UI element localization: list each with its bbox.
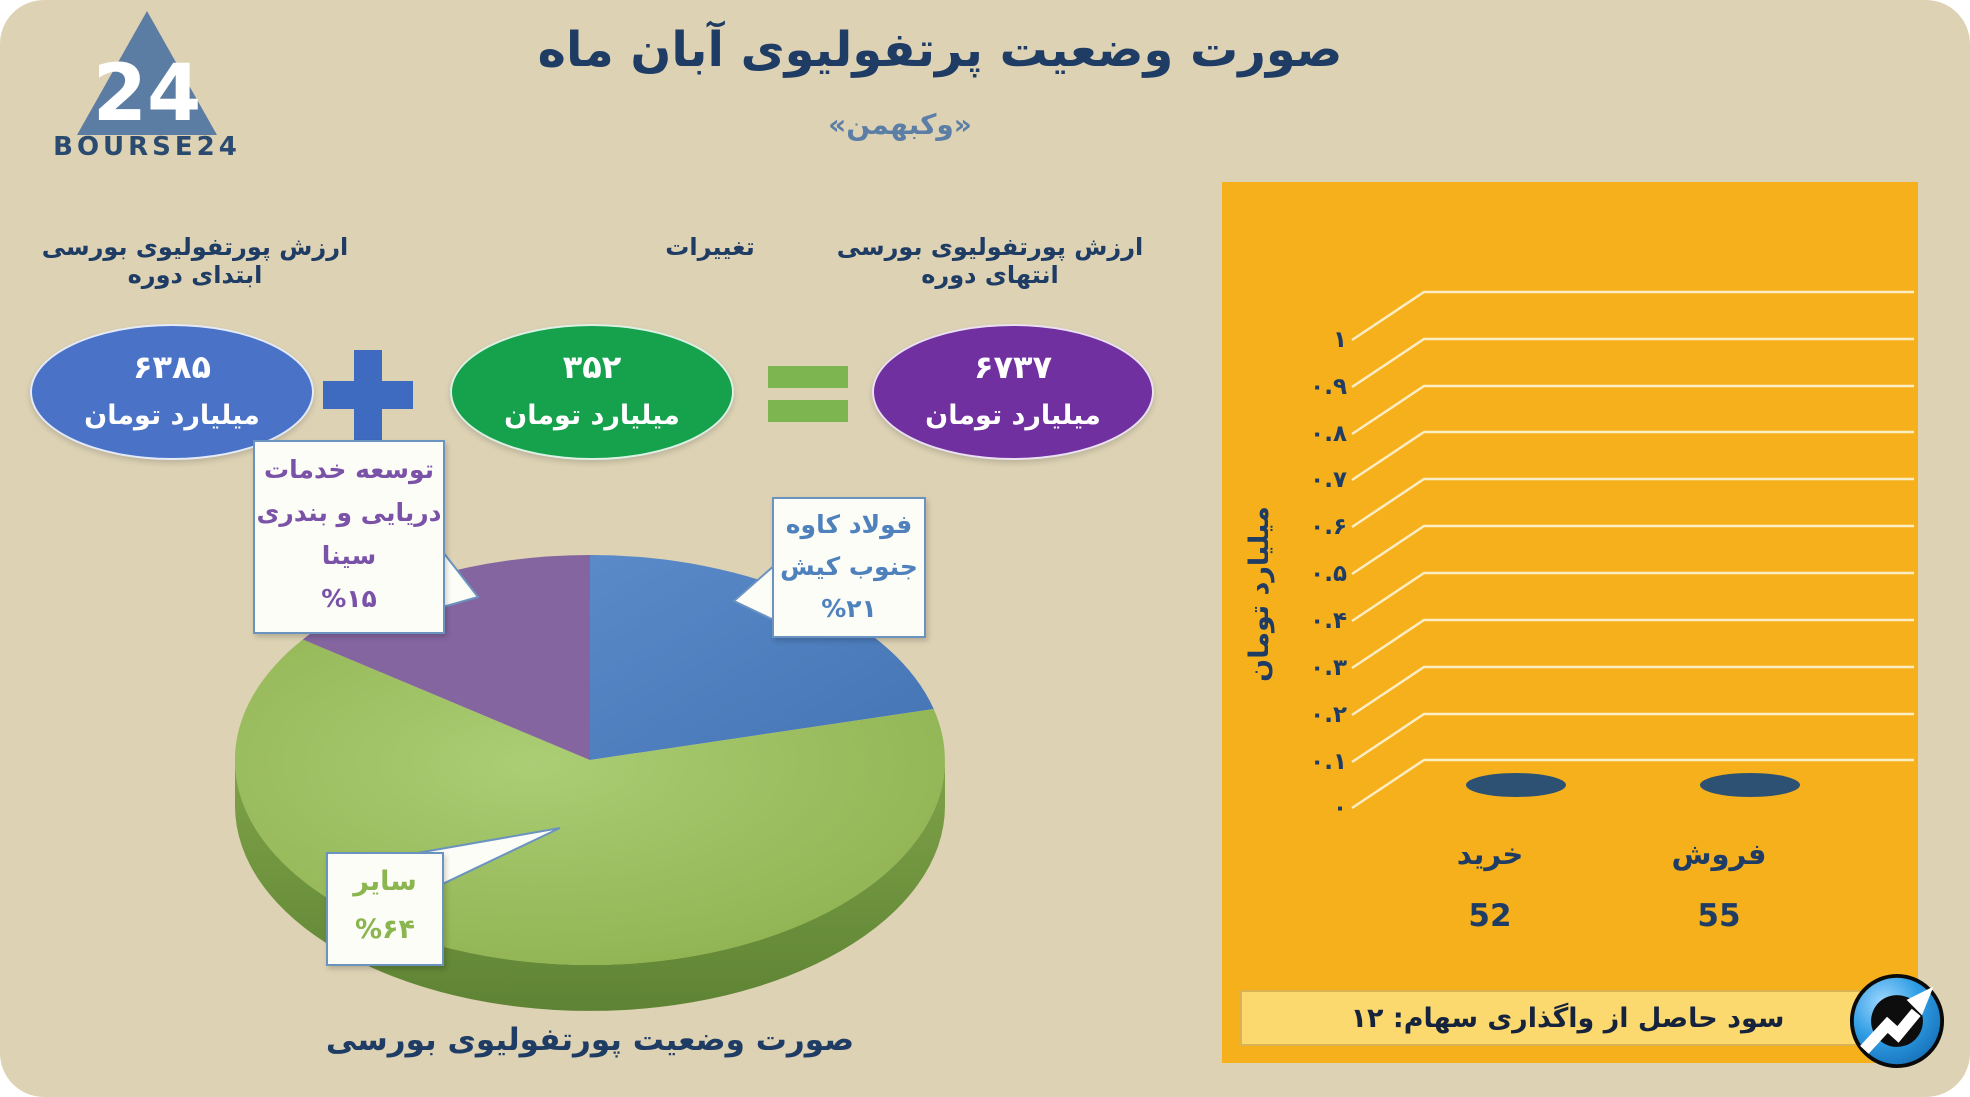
bourse24-logo: 24 <box>52 8 242 158</box>
y-tick: ۰.۶ <box>1310 514 1347 540</box>
y-tick: ۰.۳ <box>1310 655 1347 681</box>
other-pct: %۶۴ <box>354 914 415 945</box>
start-value: ۶۳۸۵ <box>132 348 212 386</box>
steel-pct: %۲۱ <box>821 594 877 623</box>
sina-line1: توسعه خدمات <box>263 455 435 484</box>
divestment-profit-bar: سود حاصل از واگذاری سهام: ۱۲ <box>1240 990 1895 1046</box>
end-value-oval: ۶۷۳۷ میلیارد تومان <box>872 324 1154 460</box>
column-header-change: تغییرات <box>665 233 755 261</box>
bourse24-badge-icon <box>1849 973 1945 1069</box>
logo-number: 24 <box>93 49 202 138</box>
pie-caption: صورت وضعیت پورتفولیوی بورسی <box>325 1022 855 1058</box>
steel-line2: جنوب کیش <box>780 552 918 581</box>
change-unit: میلیارد تومان <box>504 400 680 431</box>
y-tick: ۰ <box>1332 795 1347 821</box>
y-tick: ۱ <box>1332 327 1347 353</box>
change-value-oval: ۳۵۲ میلیارد تومان <box>450 324 734 460</box>
sina-line3: سینا <box>321 541 377 570</box>
callout-tails <box>397 535 777 890</box>
ticker-subtitle: «وکبهمن» <box>828 108 972 141</box>
y-tick: ۰.۲ <box>1310 702 1347 728</box>
column-header-end: ارزش پورتفولیوی بورسی انتهای دوره <box>836 233 1144 289</box>
end-unit: میلیارد تومان <box>925 400 1101 431</box>
y-tick: ۰.۱ <box>1310 749 1347 775</box>
sina-callout: توسعه خدمات دریایی و بندری سینا %۱۵ <box>253 440 445 634</box>
trade-chart-panel: میلیارد تومان ۱ ۰.۹ ۰.۸ ۰.۷ ۰.۶ ۰.۵ ۰.۴ … <box>1222 182 1918 1063</box>
y-tick: ۰.۴ <box>1310 608 1347 634</box>
sell-category-label: فروش <box>1671 837 1767 871</box>
page-title: صورت وضعیت پرتفولیوی آبان ماه <box>537 22 1343 78</box>
steel-callout: فولاد کاوه جنوب کیش %۲۱ <box>772 497 926 638</box>
y-tick: ۰.۸ <box>1310 421 1347 447</box>
equals-icon-top <box>768 366 848 388</box>
start-unit: میلیارد تومان <box>84 400 260 431</box>
steel-callout-tail <box>732 561 777 623</box>
buy-category-label: خرید <box>1456 837 1524 871</box>
trade-chart-gridlines <box>1351 290 1914 810</box>
buy-value: 52 <box>1468 898 1512 934</box>
sina-line2: دریایی و بندری <box>256 498 442 527</box>
sina-pct: %۱۵ <box>321 584 377 613</box>
equals-icon-bottom <box>768 400 848 422</box>
bourse24-triangle-icon: 24 <box>77 11 217 139</box>
plus-icon-bar <box>323 381 413 409</box>
change-value: ۳۵۲ <box>562 348 622 386</box>
sell-value: 55 <box>1697 898 1741 934</box>
pie-slice-steel <box>590 555 934 760</box>
sell-bar-disc <box>1700 773 1800 797</box>
logo-wordmark: BOURSE24 <box>53 132 241 162</box>
y-tick: ۰.۵ <box>1310 561 1347 587</box>
steel-line1: فولاد کاوه <box>785 510 913 539</box>
buy-bar-disc <box>1466 773 1566 797</box>
other-callout: سایر %۶۴ <box>326 852 444 966</box>
y-tick: ۰.۷ <box>1310 467 1347 493</box>
start-value-oval: ۶۳۸۵ میلیارد تومان <box>30 324 314 460</box>
y-tick: ۰.۹ <box>1310 374 1347 400</box>
end-value: ۶۷۳۷ <box>973 348 1053 386</box>
other-line1: سایر <box>353 866 417 897</box>
column-header-start: ارزش پورتفولیوی بورسی ابتدای دوره <box>41 233 349 289</box>
